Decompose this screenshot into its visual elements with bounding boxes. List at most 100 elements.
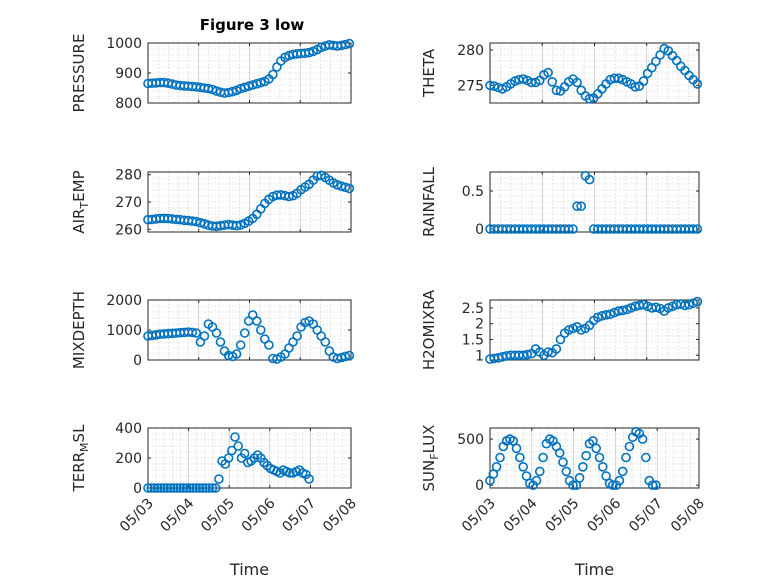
data-point bbox=[692, 79, 703, 89]
data-point bbox=[159, 483, 169, 493]
data-point bbox=[692, 224, 703, 234]
figure-title: Figure 3 low bbox=[200, 16, 305, 34]
data-point bbox=[551, 85, 562, 96]
x-tick-label: 05/06 bbox=[239, 495, 279, 535]
y-tick-label: 0 bbox=[133, 481, 142, 497]
data-point bbox=[162, 483, 173, 493]
data-point bbox=[543, 67, 553, 78]
y-tick-label: 280 bbox=[457, 43, 484, 59]
data-point bbox=[292, 331, 302, 341]
y-tick-label: 500 bbox=[457, 432, 484, 448]
y-axis-label: RAINFALL bbox=[420, 166, 438, 237]
data-point bbox=[563, 224, 574, 234]
data-point bbox=[651, 56, 661, 67]
data-point bbox=[199, 331, 210, 341]
data-point bbox=[172, 483, 182, 493]
data-point bbox=[255, 77, 266, 88]
subplot-6: 11.522.5 H2OMIXRA bbox=[420, 289, 703, 370]
data-point bbox=[146, 483, 156, 493]
data-point bbox=[568, 480, 578, 491]
data-point bbox=[518, 461, 529, 472]
data-point bbox=[547, 77, 558, 87]
data-point bbox=[592, 312, 603, 323]
data-point bbox=[251, 316, 262, 326]
y-tick-label: 280 bbox=[115, 168, 142, 184]
data-point bbox=[152, 483, 163, 493]
data-point bbox=[647, 480, 658, 491]
data-point bbox=[637, 434, 648, 444]
data-point bbox=[210, 483, 221, 493]
x-tick-label: 05/06 bbox=[584, 495, 624, 535]
data-point bbox=[340, 351, 351, 362]
data-point bbox=[191, 328, 202, 338]
data-point bbox=[169, 483, 179, 493]
data-point bbox=[638, 76, 649, 86]
data-point bbox=[344, 38, 355, 49]
data-point bbox=[607, 480, 618, 491]
data-point bbox=[491, 461, 502, 472]
data-point bbox=[551, 344, 562, 354]
data-point bbox=[591, 443, 602, 454]
y-tick-label: 0 bbox=[133, 353, 142, 369]
data-point bbox=[268, 69, 278, 80]
x-tick-label: 05/03 bbox=[117, 496, 157, 536]
y-tick-label: 200 bbox=[115, 451, 142, 467]
data-point bbox=[688, 298, 699, 309]
data-point bbox=[613, 73, 624, 84]
y-tick-label: 1000 bbox=[106, 323, 142, 339]
y-axis-label: TERRMSL bbox=[70, 424, 91, 493]
data-point bbox=[688, 224, 699, 234]
data-point bbox=[617, 305, 628, 316]
data-point bbox=[609, 307, 620, 318]
data-point bbox=[340, 39, 351, 50]
y-tick-label: 0 bbox=[475, 478, 484, 494]
data-point bbox=[538, 452, 548, 463]
data-point bbox=[563, 325, 574, 335]
y-tick-label: 900 bbox=[115, 66, 142, 82]
data-point bbox=[211, 328, 222, 338]
y-tick-label: 2.5 bbox=[462, 301, 484, 317]
x-tick-label: 05/05 bbox=[543, 496, 583, 536]
data-point bbox=[204, 483, 214, 493]
data-point bbox=[304, 47, 314, 58]
data-point bbox=[558, 457, 568, 468]
x-tick-label: 05/07 bbox=[279, 496, 319, 536]
y-tick-label: 400 bbox=[115, 421, 142, 437]
data-point bbox=[581, 450, 592, 461]
y-tick-label: 1.5 bbox=[462, 332, 484, 348]
data-point bbox=[304, 474, 314, 484]
data-point bbox=[617, 466, 628, 477]
data-point bbox=[578, 461, 588, 472]
data-point bbox=[531, 475, 542, 486]
data-point bbox=[230, 432, 240, 442]
data-point bbox=[215, 337, 226, 347]
y-tick-label: 2000 bbox=[106, 293, 142, 309]
data-point bbox=[561, 466, 572, 477]
y-tick-label: 0 bbox=[475, 222, 484, 238]
x-axis-label: Time bbox=[574, 560, 614, 579]
data-point bbox=[584, 174, 595, 185]
data-point bbox=[175, 483, 185, 493]
data-point bbox=[344, 183, 355, 194]
data-point bbox=[572, 201, 582, 211]
data-point bbox=[515, 452, 525, 463]
data-point bbox=[207, 483, 218, 493]
data-point bbox=[188, 483, 198, 493]
data-point bbox=[601, 471, 611, 481]
data-point bbox=[630, 82, 641, 92]
y-axis-label: PRESSURE bbox=[70, 34, 88, 113]
data-point bbox=[651, 302, 661, 313]
axes-frame bbox=[489, 427, 700, 489]
y-axis-label: AIRTEMP bbox=[70, 170, 91, 233]
data-point bbox=[185, 483, 195, 493]
data-point bbox=[227, 445, 237, 456]
data-point bbox=[284, 191, 294, 202]
data-point bbox=[574, 472, 585, 483]
x-tick-label: 05/07 bbox=[626, 496, 666, 536]
subplot-4: 0 0.5 RAINFALL bbox=[420, 166, 703, 238]
data-point bbox=[624, 441, 635, 452]
data-point bbox=[284, 468, 295, 478]
data-point bbox=[554, 448, 565, 458]
